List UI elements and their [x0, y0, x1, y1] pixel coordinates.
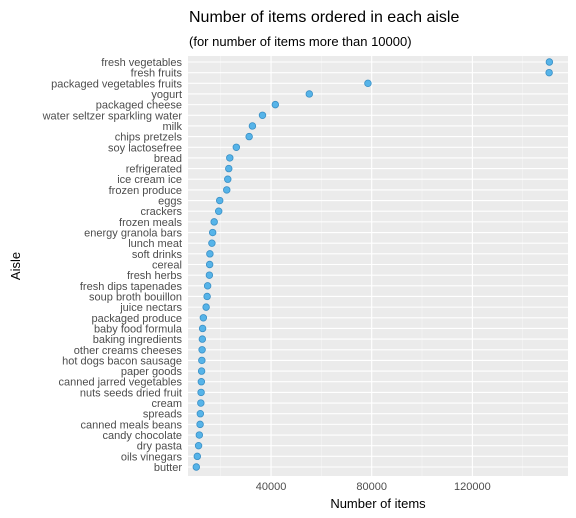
y-tick-label: frozen meals — [119, 217, 182, 229]
data-point — [198, 324, 207, 333]
y-tick-label: cream — [151, 398, 182, 410]
y-tick-label: fresh fruits — [131, 68, 183, 80]
data-point — [258, 111, 267, 119]
data-point — [197, 378, 206, 386]
data-point — [205, 271, 214, 279]
data-point — [224, 175, 232, 183]
data-point — [203, 292, 211, 301]
y-tick-label: eggs — [158, 196, 182, 208]
data-point — [208, 228, 217, 237]
data-point — [225, 164, 233, 173]
y-tick-label: crackers — [140, 206, 182, 218]
data-point — [245, 132, 253, 141]
y-tick-label: nuts seeds dried fruit — [80, 387, 182, 399]
data-point — [202, 303, 210, 311]
data-point — [198, 356, 206, 365]
data-point — [203, 282, 212, 290]
y-tick-label: chips pretzels — [115, 132, 183, 144]
x-tick-label: 80000 — [356, 481, 387, 493]
data-point — [199, 314, 208, 322]
y-tick-label: packaged vegetables fruits — [51, 78, 182, 90]
data-point — [196, 420, 204, 429]
chart-subtitle: (for number of items more than 10000) — [189, 34, 412, 49]
data-point — [210, 218, 218, 226]
y-tick-label: packaged cheese — [96, 100, 182, 112]
data-point — [208, 239, 216, 247]
y-tick-label: soft drinks — [132, 249, 183, 261]
data-point — [226, 154, 234, 162]
y-tick-label: baby food formula — [94, 323, 183, 335]
y-tick-label: yogurt — [151, 89, 182, 101]
y-tick-label: energy granola bars — [84, 228, 182, 240]
y-tick-label: baking ingredients — [93, 334, 183, 346]
data-point — [197, 367, 206, 375]
x-axis-title: Number of items — [330, 496, 426, 511]
y-tick-label: hot dogs bacon sausage — [62, 355, 182, 367]
y-tick-label: lunch meat — [128, 238, 182, 250]
y-tick-label: packaged produce — [91, 313, 182, 325]
y-tick-label: fresh vegetables — [101, 57, 182, 69]
y-tick-label: butter — [154, 462, 182, 474]
data-point — [248, 122, 257, 130]
y-tick-label: soup broth bouillon — [89, 291, 182, 303]
data-point — [192, 463, 201, 471]
y-tick-label: water seltzer sparkling water — [42, 110, 183, 122]
y-tick-label: frozen produce — [109, 185, 182, 197]
data-point — [305, 90, 313, 98]
y-tick-label: fresh herbs — [127, 270, 183, 282]
y-tick-label: juice nectars — [119, 302, 182, 314]
data-point — [271, 100, 280, 109]
x-tick-label: 40000 — [256, 481, 287, 493]
data-point — [545, 58, 554, 66]
grid-lines — [188, 56, 568, 476]
y-tick-label: ice cream ice — [117, 174, 182, 186]
data-point — [364, 79, 372, 88]
y-tick-label: dry pasta — [137, 441, 183, 453]
data-point — [198, 335, 207, 343]
chart-title: Number of items ordered in each aisle — [189, 9, 459, 26]
data-point — [196, 410, 205, 418]
y-tick-label: candy chocolate — [103, 430, 183, 442]
data-point — [232, 143, 241, 151]
y-tick-label: other creams cheeses — [74, 345, 183, 357]
data-point — [193, 452, 202, 461]
data-point — [198, 346, 206, 354]
data-point — [205, 260, 214, 269]
y-tick-label: canned meals beans — [80, 419, 182, 431]
y-tick-label: oils vinegars — [121, 451, 183, 463]
y-tick-label: paper goods — [121, 366, 183, 378]
data-point — [197, 388, 205, 397]
y-tick-label: bread — [154, 153, 182, 165]
data-point — [197, 399, 205, 407]
data-point — [216, 196, 224, 205]
data-point — [545, 68, 553, 77]
y-tick-label: canned jarred vegetables — [58, 377, 182, 389]
plot-panel — [188, 56, 568, 476]
y-axis-title: Aisle — [8, 252, 23, 280]
y-tick-label: refrigerated — [126, 164, 182, 176]
y-tick-label: milk — [162, 121, 182, 133]
data-point — [223, 186, 231, 194]
y-tick-label: cereal — [152, 260, 182, 272]
y-tick-label: fresh dips tapenades — [80, 281, 183, 293]
x-tick-labels: 40000 80000 120000 — [256, 481, 491, 493]
data-point — [195, 431, 204, 439]
data-point — [194, 441, 203, 450]
data-point — [206, 250, 214, 258]
y-tick-label: soy lactosefree — [108, 142, 182, 154]
y-tick-label: spreads — [143, 409, 183, 421]
x-tick-label: 120000 — [454, 481, 491, 493]
data-point — [215, 207, 223, 215]
data-points — [192, 58, 554, 471]
